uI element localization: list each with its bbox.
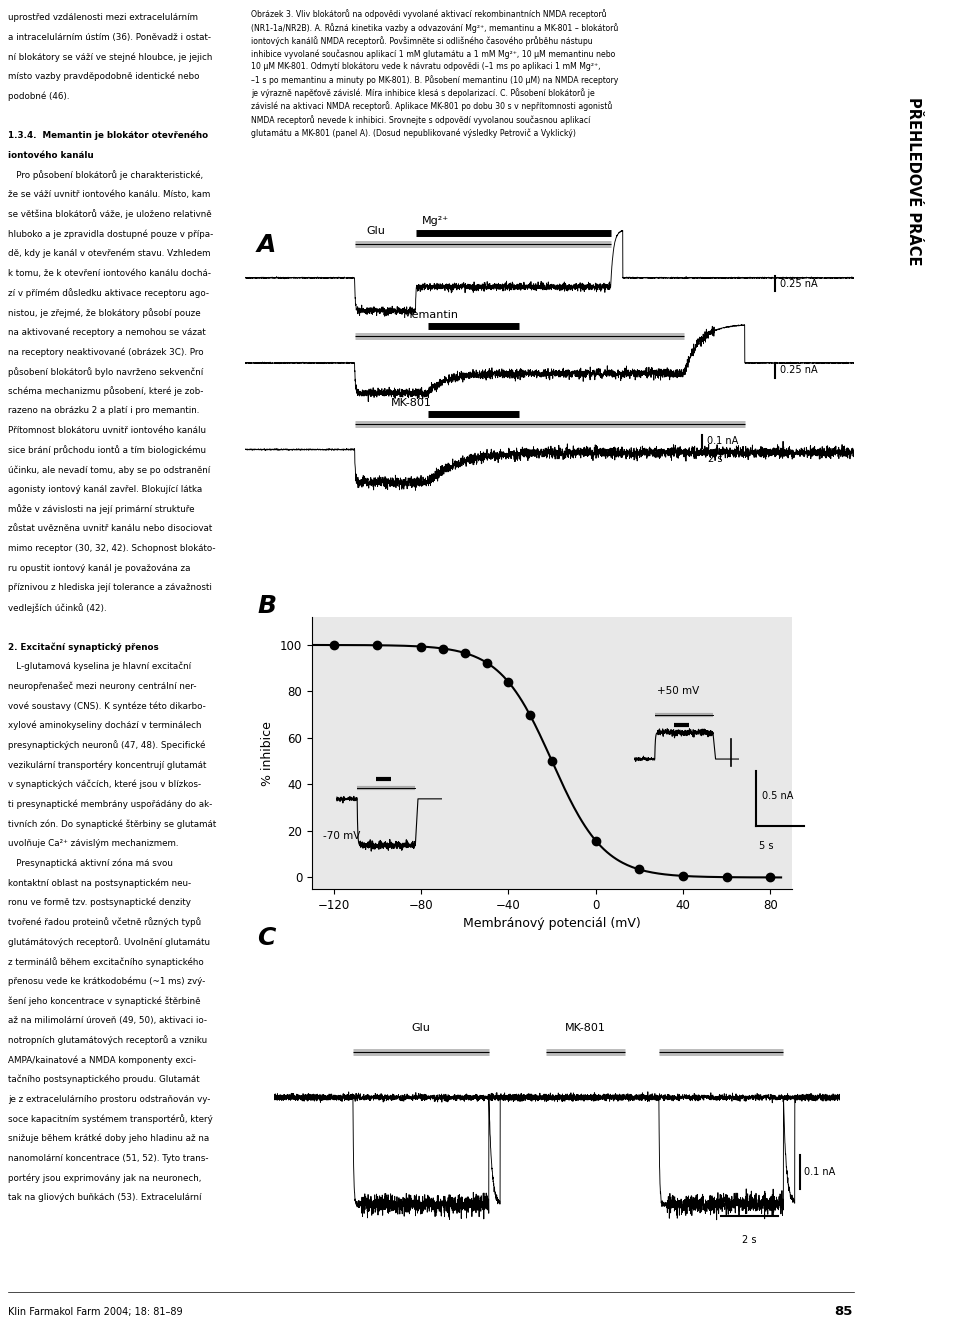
Text: zí v přímém důsledku aktivace receptoru ago-: zí v přímém důsledku aktivace receptoru … [8, 288, 208, 299]
Text: může v závislosti na její primární struktuře: může v závislosti na její primární struk… [8, 504, 194, 515]
Text: agonisty iontový kanál zavřel. Blokující látka: agonisty iontový kanál zavřel. Blokující… [8, 484, 202, 494]
Text: na aktivované receptory a nemohou se vázat: na aktivované receptory a nemohou se váz… [8, 328, 205, 337]
Text: +50 mV: +50 mV [657, 686, 699, 697]
Text: šení jeho koncentrace v synaptické štěrbině: šení jeho koncentrace v synaptické štěrb… [8, 997, 201, 1006]
Text: v synaptických váčcích, které jsou v blízkos-: v synaptických váčcích, které jsou v blí… [8, 780, 201, 790]
Text: 1.3.4.  Memantin je blokátor otevřeného: 1.3.4. Memantin je blokátor otevřeného [8, 131, 207, 141]
Text: schéma mechanizmu působení, které je zob-: schéma mechanizmu působení, které je zob… [8, 386, 204, 397]
Text: portéry jsou exprimovány jak na neuronech,: portéry jsou exprimovány jak na neuronec… [8, 1173, 201, 1182]
Text: uprostřed vzdálenosti mezi extracelulárním: uprostřed vzdálenosti mezi extracelulárn… [8, 13, 198, 23]
Text: ní blokátory se váží ve stejné hloubce, je jejich: ní blokátory se váží ve stejné hloubce, … [8, 52, 212, 62]
Text: vezikulární transportéry koncentrují glutamát: vezikulární transportéry koncentrují glu… [8, 760, 206, 770]
Text: příznivou z hlediska její tolerance a závažnosti: příznivou z hlediska její tolerance a zá… [8, 584, 211, 592]
Text: 0.5 nA: 0.5 nA [762, 791, 793, 802]
Text: MK-801: MK-801 [564, 1023, 606, 1032]
Text: působení blokátorů bylo navrženo sekvenční: působení blokátorů bylo navrženo sekvenč… [8, 368, 203, 377]
Text: ti presynaptické membrány uspořádány do ak-: ti presynaptické membrány uspořádány do … [8, 800, 212, 809]
Text: a intracelulárním ústím (36). Poněvadž i ostat-: a intracelulárním ústím (36). Poněvadž i… [8, 33, 210, 41]
Text: tačního postsynaptického proudu. Glutamát: tačního postsynaptického proudu. Glutamá… [8, 1075, 200, 1084]
Text: iontového kanálu: iontového kanálu [8, 150, 93, 159]
Text: Glu: Glu [367, 226, 386, 236]
Text: vové soustavy (CNS). K syntéze této dikarbo-: vové soustavy (CNS). K syntéze této dika… [8, 701, 205, 711]
Text: ru opustit iontový kanál je považována za: ru opustit iontový kanál je považována z… [8, 564, 190, 572]
Text: 0.1 nA: 0.1 nA [707, 437, 738, 446]
Text: je z extracelulárního prostoru odstraňován vy-: je z extracelulárního prostoru odstraňov… [8, 1095, 210, 1104]
Text: že se váží uvnitř iontového kanálu. Místo, kam: že se váží uvnitř iontového kanálu. Míst… [8, 190, 210, 199]
Text: C: C [257, 926, 276, 950]
Text: soce kapacitním systémem transportérů, který: soce kapacitním systémem transportérů, k… [8, 1115, 212, 1124]
Text: sice brání průchodu iontů a tím biologickému: sice brání průchodu iontů a tím biologic… [8, 446, 205, 455]
Text: k tomu, že k otevření iontového kanálu dochá-: k tomu, že k otevření iontového kanálu d… [8, 268, 210, 277]
Text: L-glutamová kyselina je hlavní excitační: L-glutamová kyselina je hlavní excitační [8, 662, 191, 671]
Text: Pro působení blokátorů je charakteristické,: Pro působení blokátorů je charakteristic… [8, 170, 203, 180]
Text: Presynaptická aktivní zóna má svou: Presynaptická aktivní zóna má svou [8, 859, 173, 868]
Text: mimo receptor (30, 32, 42). Schopnost blokáto-: mimo receptor (30, 32, 42). Schopnost bl… [8, 544, 215, 553]
Text: Mg²⁺: Mg²⁺ [421, 215, 448, 226]
Text: xylové aminokyseliny dochází v terminálech: xylové aminokyseliny dochází v terminále… [8, 721, 202, 730]
Text: 0.25 nA: 0.25 nA [780, 365, 818, 376]
Text: tvořené řadou proteinů včetně různých typů: tvořené řadou proteinů včetně různých ty… [8, 917, 201, 928]
Text: 0.25 nA: 0.25 nA [780, 279, 818, 289]
Text: A: A [257, 234, 276, 257]
Y-axis label: % inhibice: % inhibice [261, 721, 275, 786]
Text: 5 s: 5 s [758, 841, 773, 851]
Text: účinku, ale nevadí tomu, aby se po odstranění: účinku, ale nevadí tomu, aby se po odstr… [8, 466, 210, 475]
Text: se většina blokátorů váže, je uloženo relativně: se většina blokátorů váže, je uloženo re… [8, 210, 211, 219]
X-axis label: Membránový potenciál (mV): Membránový potenciál (mV) [463, 917, 641, 930]
Text: zůstat uvězněna uvnitř kanálu nebo disociovat: zůstat uvězněna uvnitř kanálu nebo disoc… [8, 524, 212, 533]
Text: presynaptických neuronů (47, 48). Specifické: presynaptických neuronů (47, 48). Specif… [8, 740, 205, 751]
Text: Glu: Glu [412, 1023, 430, 1032]
Text: přenosu vede ke krátkodobému (~1 ms) zvý-: přenosu vede ke krátkodobému (~1 ms) zvý… [8, 977, 204, 986]
Text: 2 s: 2 s [742, 1234, 756, 1245]
Text: kontaktní oblast na postsynaptickém neu-: kontaktní oblast na postsynaptickém neu- [8, 878, 191, 888]
Text: tak na gliových buňkách (53). Extracelulární: tak na gliových buňkách (53). Extracelul… [8, 1193, 202, 1202]
Text: Obrázek 3. Vliv blokátorů na odpovědi vyvolané aktivací rekombinantních NMDA rec: Obrázek 3. Vliv blokátorů na odpovědi vy… [252, 9, 618, 138]
Text: AMPA/kainatové a NMDA komponenty exci-: AMPA/kainatové a NMDA komponenty exci- [8, 1055, 196, 1064]
Text: Přítomnost blokátoru uvnitř iontového kanálu: Přítomnost blokátoru uvnitř iontového ka… [8, 426, 205, 435]
Text: na receptory neaktivované (obrázek 3C). Pro: na receptory neaktivované (obrázek 3C). … [8, 348, 204, 357]
Text: místo vazby pravděpodobně identické nebo: místo vazby pravděpodobně identické nebo [8, 72, 199, 81]
Text: dě, kdy je kanál v otevřeném stavu. Vzhledem: dě, kdy je kanál v otevřeném stavu. Vzhl… [8, 249, 210, 259]
Text: PŘEHLEDOVÉ PRÁCE: PŘEHLEDOVÉ PRÁCE [906, 97, 922, 265]
Text: z terminálů během excitačního synaptického: z terminálů během excitačního synaptické… [8, 957, 204, 967]
Text: nanomolární koncentrace (51, 52). Tyto trans-: nanomolární koncentrace (51, 52). Tyto t… [8, 1153, 208, 1162]
Text: Memantin: Memantin [403, 309, 459, 320]
Text: notropních glutamátových receptorů a vzniku: notropních glutamátových receptorů a vzn… [8, 1035, 206, 1046]
Text: snižuje během krátké doby jeho hladinu až na: snižuje během krátké doby jeho hladinu a… [8, 1133, 209, 1144]
Text: nistou, je zřejmé, že blokátory působí pouze: nistou, je zřejmé, že blokátory působí p… [8, 308, 201, 317]
Text: 85: 85 [834, 1306, 852, 1318]
Text: 2 s: 2 s [708, 454, 723, 464]
Text: B: B [257, 593, 276, 618]
Text: hluboko a je zpravidla dostupné pouze v přípa-: hluboko a je zpravidla dostupné pouze v … [8, 230, 213, 239]
Text: Klin Farmakol Farm 2004; 18: 81–89: Klin Farmakol Farm 2004; 18: 81–89 [8, 1307, 182, 1316]
Text: ronu ve formě tzv. postsynaptické denzity: ronu ve formě tzv. postsynaptické denzit… [8, 898, 190, 908]
Text: 0.1 nA: 0.1 nA [804, 1166, 835, 1177]
Text: až na milimolární úroveň (49, 50), aktivaci io-: až na milimolární úroveň (49, 50), aktiv… [8, 1016, 206, 1024]
Text: MK-801: MK-801 [391, 398, 432, 407]
Text: neuropřenašeč mezi neurony centrální ner-: neuropřenašeč mezi neurony centrální ner… [8, 682, 196, 691]
Text: podobné (46).: podobné (46). [8, 92, 69, 101]
Text: vedlejších účinků (42).: vedlejších účinků (42). [8, 602, 107, 613]
Text: uvolňuje Ca²⁺ závislým mechanizmem.: uvolňuje Ca²⁺ závislým mechanizmem. [8, 839, 179, 848]
Text: -70 mV: -70 mV [323, 831, 360, 840]
Text: 2. Excitační synaptický přenos: 2. Excitační synaptický přenos [8, 642, 158, 652]
Text: glutámátových receptorů. Uvolnění glutamátu: glutámátových receptorů. Uvolnění glutam… [8, 937, 209, 947]
Text: tivních zón. Do synaptické štěrbiny se glutamát: tivních zón. Do synaptické štěrbiny se g… [8, 819, 216, 829]
Text: razeno na obrázku 2 a platí i pro memantin.: razeno na obrázku 2 a platí i pro memant… [8, 406, 199, 415]
